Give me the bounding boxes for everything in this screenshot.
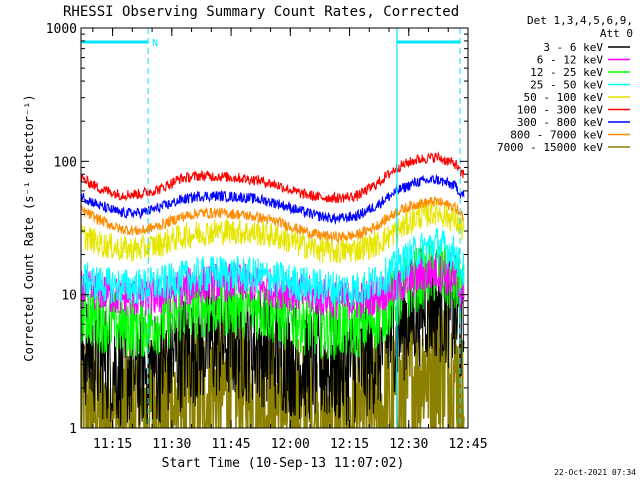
y-tick-label: 10 — [61, 289, 77, 304]
series-line-50to100keV — [81, 198, 465, 264]
legend-label: 12 - 25 keV — [530, 66, 603, 79]
x-tick-label: 11:45 — [211, 437, 250, 452]
attenuator-label: N — [152, 38, 158, 49]
date-stamp: 22-Oct-2021 07:34 — [554, 468, 636, 477]
chart-title: RHESSI Observing Summary Count Rates, Co… — [63, 4, 459, 20]
attenuator-annotations — [81, 28, 461, 428]
legend-label: 6 - 12 keV — [537, 54, 604, 67]
x-tick-label: 11:30 — [152, 437, 191, 452]
legend-label: 7000 - 15000 keV — [497, 141, 603, 154]
series-layer — [81, 151, 465, 428]
legend-header-detectors: Det 1,3,4,5,6,9, — [527, 14, 633, 27]
legend-label: 100 - 300 keV — [517, 104, 603, 117]
series-line-25to50keV — [81, 228, 465, 308]
x-tick-label: 12:15 — [330, 437, 369, 452]
plot-frame — [80, 27, 469, 429]
legend-label: 3 - 6 keV — [543, 41, 603, 54]
y-tick-label: 1 — [69, 422, 77, 437]
x-axis-label: Start Time (10-Sep-13 11:07:02) — [162, 456, 405, 471]
legend-label: 800 - 7000 keV — [510, 129, 603, 142]
y-tick-label: 1000 — [46, 22, 77, 37]
y-tick-label: 100 — [54, 155, 77, 170]
legend-label: 50 - 100 keV — [524, 91, 604, 104]
x-tick-label: 12:00 — [271, 437, 310, 452]
x-tick-label: 11:15 — [93, 437, 132, 452]
y-axis-label: Corrected Count Rate (s⁻¹ detector⁻¹) — [22, 94, 36, 361]
plot-area — [81, 28, 465, 428]
series-line-300to800keV — [81, 173, 465, 225]
x-tick-label: 12:45 — [448, 437, 487, 452]
series-line-800to7000keV — [81, 196, 465, 245]
legend-label: 300 - 800 keV — [517, 116, 603, 129]
x-tick-label: 12:30 — [389, 437, 428, 452]
x-axis: 11:15 11:30 11:45 12:00 12:15 12:30 12:45 — [92, 28, 488, 452]
y-axis: 1 10 100 1000 — [46, 22, 468, 437]
series-line-100to300keV — [81, 151, 465, 204]
legend-header-attenuator: Att 0 — [600, 27, 633, 40]
legend-label: 25 - 50 keV — [530, 79, 603, 92]
